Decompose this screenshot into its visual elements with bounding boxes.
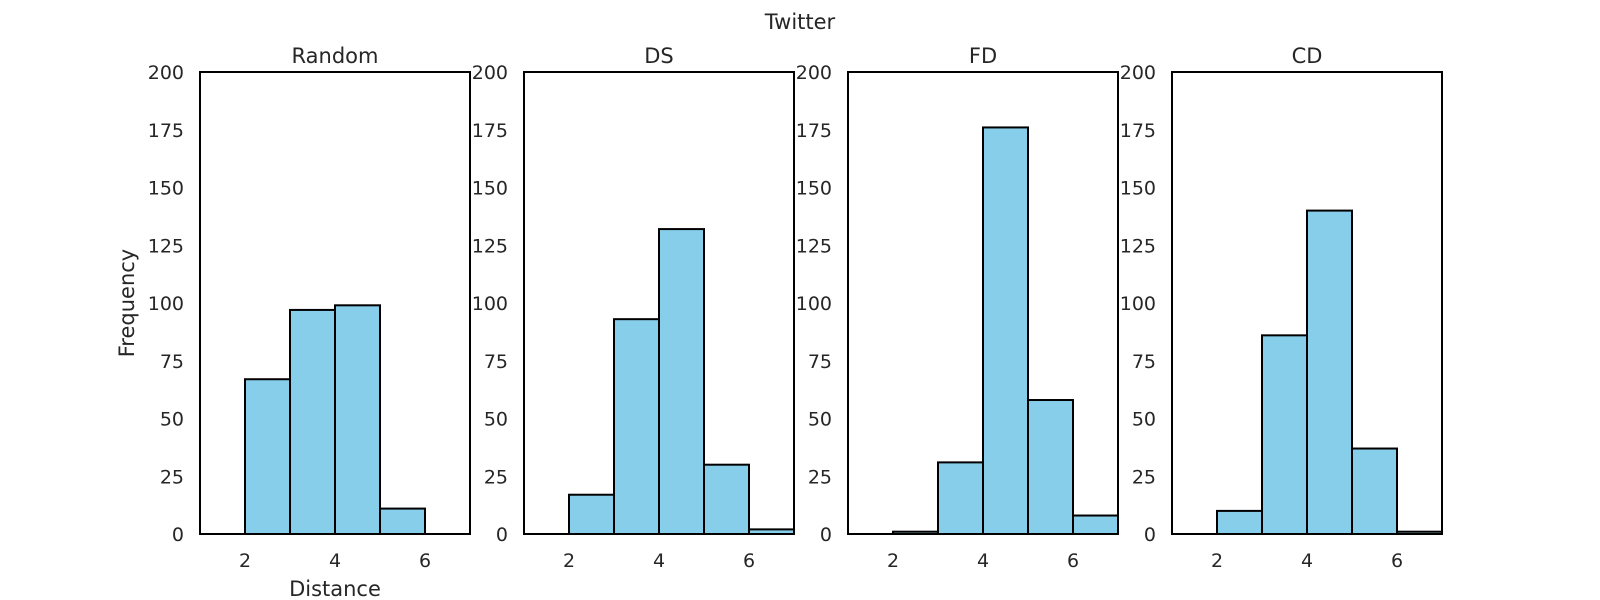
panel-title-random: Random [292, 44, 379, 68]
bar-cd-0 [1216, 509, 1263, 535]
y-tick-label-fd: 100 [796, 293, 832, 315]
panel-title-ds: DS [644, 44, 674, 68]
y-tick-label-cd: 200 [1120, 62, 1156, 84]
y-tick-label-ds: 150 [472, 178, 508, 200]
y-tick-label-random: 0 [172, 524, 184, 546]
x-tick-label-fd: 6 [1067, 550, 1079, 572]
bar-random-3 [379, 507, 426, 535]
y-tick-label-random: 200 [148, 62, 184, 84]
y-tick-label-ds: 75 [484, 351, 508, 373]
x-axis-label: Distance [289, 577, 381, 600]
panel-title-fd: FD [969, 44, 997, 68]
y-tick-label-cd: 75 [1132, 351, 1156, 373]
x-tick-label-cd: 4 [1301, 550, 1313, 572]
y-tick-label-random: 100 [148, 293, 184, 315]
y-tick-label-random: 50 [160, 409, 184, 431]
y-tick-label-fd: 175 [796, 120, 832, 142]
x-tick-label-fd: 4 [977, 550, 989, 572]
bar-cd-1 [1261, 334, 1308, 535]
x-tick-label-cd: 6 [1391, 550, 1403, 572]
y-tick-label-cd: 0 [1144, 524, 1156, 546]
y-tick-label-fd: 200 [796, 62, 832, 84]
y-tick-label-ds: 175 [472, 120, 508, 142]
y-tick-label-fd: 75 [808, 351, 832, 373]
bar-fd-1 [937, 461, 984, 536]
x-tick-label-ds: 4 [653, 550, 665, 572]
bar-fd-3 [1027, 399, 1074, 535]
y-tick-label-random: 75 [160, 351, 184, 373]
y-tick-label-random: 175 [148, 120, 184, 142]
y-tick-label-random: 25 [160, 466, 184, 488]
y-tick-label-fd: 125 [796, 235, 832, 257]
x-tick-label-random: 6 [419, 550, 431, 572]
x-tick-label-cd: 2 [1211, 550, 1223, 572]
y-tick-label-ds: 25 [484, 466, 508, 488]
y-tick-label-ds: 100 [472, 293, 508, 315]
y-tick-label-ds: 200 [472, 62, 508, 84]
x-tick-label-ds: 2 [563, 550, 575, 572]
bar-ds-2 [658, 228, 705, 536]
figure-title: Twitter [764, 10, 836, 34]
y-tick-label-ds: 125 [472, 235, 508, 257]
x-tick-label-random: 2 [239, 550, 251, 572]
bar-cd-3 [1351, 447, 1398, 535]
x-tick-label-random: 4 [329, 550, 341, 572]
bar-ds-0 [568, 493, 615, 536]
y-tick-label-cd: 175 [1120, 120, 1156, 142]
plot-frame-random [199, 71, 471, 535]
panel-random: 0 25 50 75 100 125 150 175 200 2 4 6 Random Distance F… [115, 44, 471, 600]
panel-fd: 0 25 50 75 100 125 150 175 200 2 4 6 FD [796, 44, 1119, 572]
y-tick-label-cd: 25 [1132, 466, 1156, 488]
y-tick-label-ds: 0 [496, 524, 508, 546]
x-tick-label-ds: 6 [743, 550, 755, 572]
y-tick-label-fd: 50 [808, 409, 832, 431]
plot-frame-fd [847, 71, 1119, 535]
plot-frame-cd [1171, 71, 1443, 535]
bar-fd-2 [982, 126, 1029, 535]
x-tick-label-fd: 2 [887, 550, 899, 572]
y-tick-label-cd: 125 [1120, 235, 1156, 257]
panel-ds: 0 25 50 75 100 125 150 175 200 2 4 6 DS [472, 44, 795, 572]
y-axis-label: Frequency [115, 249, 139, 358]
bar-ds-1 [613, 318, 660, 536]
y-tick-label-random: 125 [148, 235, 184, 257]
y-tick-label-fd: 25 [808, 466, 832, 488]
y-tick-label-ds: 50 [484, 409, 508, 431]
bar-fd-4 [1072, 514, 1119, 536]
panel-cd: 0 25 50 75 100 125 150 175 200 2 4 6 CD [1120, 44, 1443, 572]
y-tick-label-fd: 150 [796, 178, 832, 200]
y-tick-label-fd: 0 [820, 524, 832, 546]
panel-title-cd: CD [1292, 44, 1323, 68]
bar-random-2 [334, 304, 381, 535]
bar-random-1 [289, 308, 336, 535]
bar-cd-2 [1306, 209, 1353, 535]
plot-frame-ds [523, 71, 795, 535]
y-tick-label-cd: 150 [1120, 178, 1156, 200]
y-tick-label-random: 150 [148, 178, 184, 200]
y-tick-label-cd: 100 [1120, 293, 1156, 315]
bar-ds-3 [703, 463, 750, 536]
bar-random-0 [244, 378, 291, 536]
y-tick-label-cd: 50 [1132, 409, 1156, 431]
